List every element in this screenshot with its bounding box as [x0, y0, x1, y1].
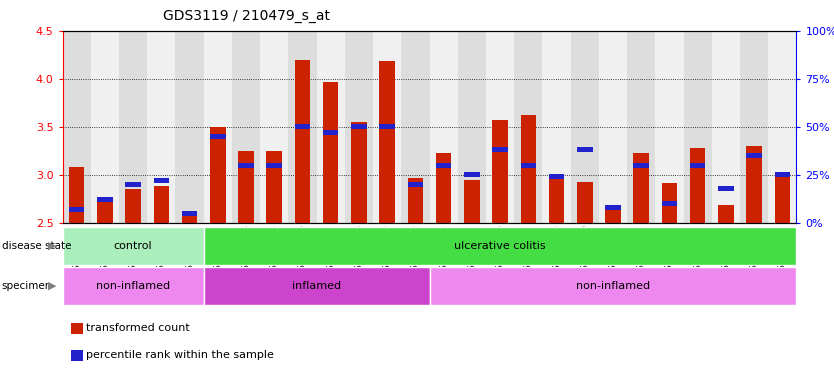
Bar — [740, 31, 768, 223]
Bar — [294, 60, 310, 223]
Bar — [661, 184, 677, 223]
Bar — [294, 124, 310, 129]
Bar — [634, 163, 649, 167]
Bar — [492, 120, 508, 223]
Bar — [153, 178, 169, 183]
Bar — [91, 31, 119, 223]
Bar — [323, 130, 339, 135]
Bar — [289, 31, 317, 223]
Bar — [125, 182, 141, 187]
Text: control: control — [113, 241, 153, 251]
Bar — [430, 31, 458, 223]
Bar — [656, 31, 684, 223]
Text: inflamed: inflamed — [292, 281, 341, 291]
Bar — [153, 186, 169, 223]
Bar — [746, 146, 762, 223]
Bar — [486, 31, 515, 223]
Bar — [718, 205, 734, 223]
Bar — [542, 31, 570, 223]
Bar — [549, 174, 565, 179]
Text: GDS3119 / 210479_s_at: GDS3119 / 210479_s_at — [163, 9, 329, 23]
Text: ulcerative colitis: ulcerative colitis — [455, 241, 546, 251]
Bar — [69, 167, 84, 223]
Bar — [260, 31, 289, 223]
Text: non-inflamed: non-inflamed — [96, 281, 170, 291]
Bar — [239, 151, 254, 223]
Bar — [182, 211, 198, 215]
Bar — [430, 267, 796, 305]
Bar — [97, 197, 113, 202]
Bar — [775, 174, 790, 223]
Bar — [97, 199, 113, 223]
Bar — [203, 267, 430, 305]
Bar — [605, 205, 620, 210]
Bar — [69, 207, 84, 212]
Text: disease state: disease state — [2, 241, 71, 251]
Bar — [577, 147, 592, 152]
Bar — [401, 31, 430, 223]
Bar — [464, 180, 480, 223]
Bar — [768, 31, 796, 223]
Bar — [458, 31, 486, 223]
Bar — [63, 227, 203, 265]
Bar — [605, 210, 620, 223]
Bar — [408, 182, 423, 187]
Bar — [634, 153, 649, 223]
Bar — [661, 201, 677, 206]
Bar — [323, 82, 339, 223]
Bar — [203, 227, 796, 265]
Text: transformed count: transformed count — [86, 323, 189, 333]
Bar — [267, 151, 282, 223]
Bar — [203, 31, 232, 223]
Text: ▶: ▶ — [48, 281, 57, 291]
Bar — [373, 31, 401, 223]
Bar — [711, 31, 740, 223]
Bar — [379, 124, 395, 129]
Bar — [746, 153, 762, 158]
Bar — [577, 182, 592, 223]
Bar — [690, 148, 706, 223]
Text: ▶: ▶ — [48, 241, 57, 251]
Text: specimen: specimen — [2, 281, 52, 291]
Bar — [351, 122, 367, 223]
Bar — [175, 31, 203, 223]
Bar — [210, 134, 225, 139]
Bar — [182, 211, 198, 223]
Bar — [317, 31, 344, 223]
Bar — [351, 124, 367, 129]
Bar — [119, 31, 148, 223]
Bar — [408, 177, 423, 223]
Bar — [267, 163, 282, 167]
Bar — [718, 186, 734, 190]
Bar — [125, 189, 141, 223]
Bar — [690, 163, 706, 167]
Bar — [464, 172, 480, 177]
Bar — [379, 61, 395, 223]
Bar — [148, 31, 175, 223]
Bar — [520, 115, 536, 223]
Bar — [515, 31, 542, 223]
Bar — [63, 31, 91, 223]
Bar — [520, 163, 536, 167]
Bar — [627, 31, 656, 223]
Text: non-inflamed: non-inflamed — [576, 281, 650, 291]
Bar — [492, 147, 508, 152]
Bar — [239, 163, 254, 167]
Bar — [344, 31, 373, 223]
Bar — [549, 174, 565, 223]
Bar — [210, 127, 225, 223]
Text: percentile rank within the sample: percentile rank within the sample — [86, 350, 274, 360]
Bar — [599, 31, 627, 223]
Bar — [436, 163, 451, 167]
Bar — [436, 153, 451, 223]
Bar — [570, 31, 599, 223]
Bar — [684, 31, 711, 223]
Bar — [775, 172, 790, 177]
Bar — [63, 267, 203, 305]
Bar — [232, 31, 260, 223]
